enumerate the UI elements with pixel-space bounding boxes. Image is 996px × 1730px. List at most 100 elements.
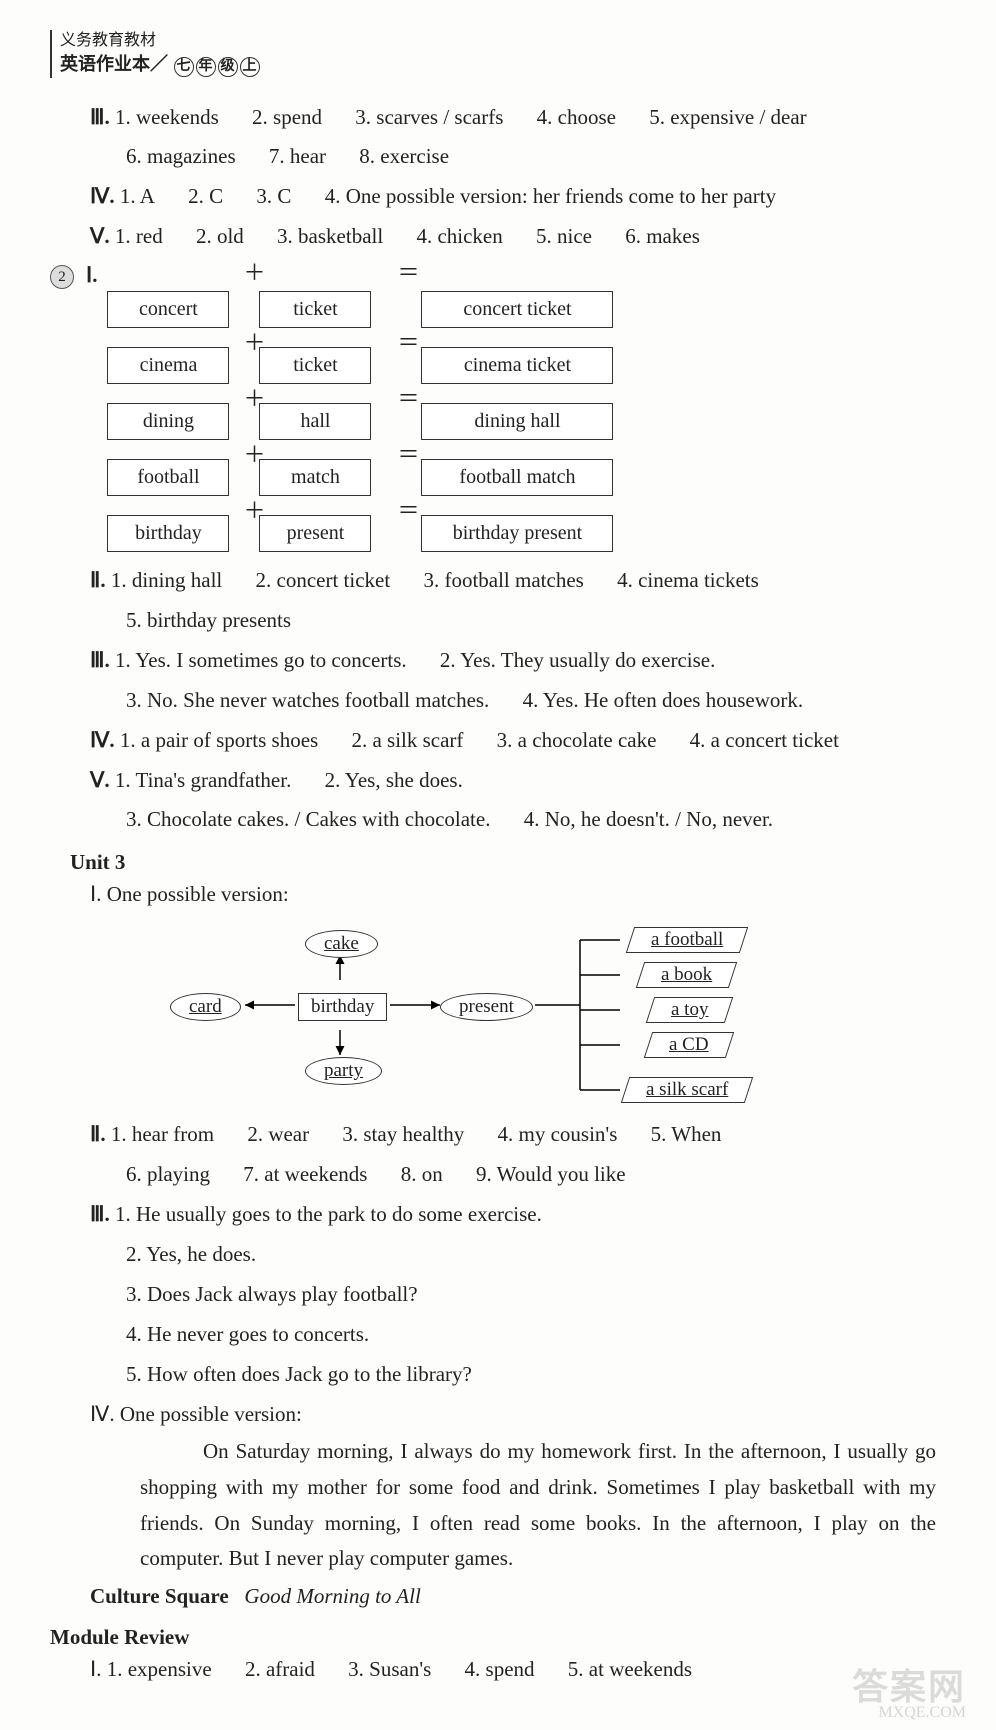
section-label: Ⅲ. — [90, 1202, 110, 1226]
leaf-label: a silk scarf — [646, 1079, 728, 1101]
section-iii: Ⅲ. 1. weekends 2. spend 3. scarves / sca… — [90, 98, 946, 138]
answer-item: 2. Yes. They usually do exercise. — [440, 641, 716, 681]
grade-circle: 级 — [218, 57, 238, 77]
leaf-label: a toy — [671, 999, 708, 1021]
answer-item: 8. exercise — [359, 137, 449, 177]
u3-section-iv: Ⅳ. One possible version: — [90, 1395, 946, 1435]
answer-item: 4. a concert ticket — [690, 721, 839, 761]
answer-item: 2. Yes, he does. — [126, 1242, 256, 1266]
answer-item: 2. afraid — [245, 1650, 315, 1690]
answer-item: 3. scarves / scarfs — [355, 98, 503, 138]
answer-item: 7. hear — [269, 137, 326, 177]
word-cell: match — [259, 459, 371, 496]
answer-item: 8. on — [401, 1155, 443, 1195]
table-row: birthday present birthday present — [107, 505, 613, 561]
header-prefix: 英语作业本／ — [60, 54, 168, 74]
section-iv: Ⅳ. 1. A 2. C 3. C 4. One possible versio… — [90, 177, 946, 217]
answer-item: 5. When — [651, 1115, 722, 1155]
answer-item: 2. wear — [247, 1115, 309, 1155]
section-label: Ⅱ. — [90, 568, 106, 592]
u3-section-i: Ⅰ. One possible version: — [90, 875, 946, 915]
word-cell: present — [259, 515, 371, 552]
answer-item: 2. Yes, she does. — [325, 761, 463, 801]
section-label: Ⅰ. — [86, 263, 97, 288]
word-cell: birthday — [107, 515, 229, 552]
header-line1: 义务教育教材 — [60, 30, 946, 52]
diagram-center-node: birthday — [298, 993, 387, 1021]
grade-circle: 年 — [196, 57, 216, 77]
diagram-node: present — [440, 993, 533, 1021]
leaf-label: a book — [661, 964, 712, 986]
node-label: card — [189, 996, 222, 1017]
answer-item: 3. stay healthy — [342, 1115, 464, 1155]
leaf-label: a football — [651, 929, 723, 951]
answer-item: 1. He usually goes to the park to do som… — [115, 1195, 542, 1235]
answer-item: 3. Chocolate cakes. / Cakes with chocola… — [126, 800, 490, 840]
answer-item: 1. a pair of sports shoes — [120, 721, 318, 761]
answer-item: 4. One possible version: her friends com… — [325, 177, 776, 217]
answer-item: 1. expensive — [107, 1650, 212, 1690]
diagram-leaf: a CD — [644, 1032, 734, 1058]
u3-iii-line: 3. Does Jack always play football? — [126, 1275, 946, 1315]
table-row: football match football match ＋ ＝ — [107, 449, 613, 505]
word-cell: hall — [259, 403, 371, 440]
answer-item: 3. No. She never watches football matche… — [126, 681, 489, 721]
table-row: dining hall dining hall ＋ ＝ — [107, 393, 613, 449]
answer-item: 2. a silk scarf — [351, 721, 463, 761]
mind-map-diagram: cake card birthday present party a footb… — [140, 925, 840, 1115]
word-cell: dining hall — [421, 403, 613, 440]
part2-section-i: 2 Ⅰ. ＋ ＝ concert ticket concert ticket ＋… — [50, 257, 946, 561]
answer-item: 3. Susan's — [348, 1650, 431, 1690]
answer-item: 5. at weekends — [568, 1650, 692, 1690]
answer-item: 3. football matches — [423, 561, 583, 601]
answer-item: 1. hear from — [111, 1115, 214, 1155]
answer-item: 1. dining hall — [111, 561, 222, 601]
answer-item: 4. choose — [537, 98, 616, 138]
answer-item: 3. a chocolate cake — [497, 721, 657, 761]
part2-section-iv: Ⅳ. 1. a pair of sports shoes 2. a silk s… — [90, 721, 946, 761]
answer-item: 6. playing — [126, 1155, 210, 1195]
table-row: concert ticket concert ticket ＋ ＝ — [107, 281, 613, 337]
u3-iii-line: 5. How often does Jack go to the library… — [126, 1355, 946, 1395]
answer-item: 2. old — [196, 217, 244, 257]
unit-title: Unit 3 — [70, 850, 946, 875]
section-label: Ⅳ. One possible version: — [90, 1402, 302, 1426]
answer-item: 2. spend — [252, 98, 322, 138]
answer-item: 3. C — [256, 177, 291, 217]
answer-item: 5. birthday presents — [126, 601, 291, 641]
answer-item: 1. Yes. I sometimes go to concerts. — [115, 641, 407, 681]
grade-circle: 上 — [240, 57, 260, 77]
word-cell: football — [107, 459, 229, 496]
answer-item: 4. my cousin's — [498, 1115, 618, 1155]
word-cell: football match — [421, 459, 613, 496]
page: 义务教育教材 英语作业本／ 七年级上 Ⅲ. 1. weekends 2. spe… — [0, 0, 996, 1730]
table-row: cinema ticket cinema ticket ＋ ＝ — [107, 337, 613, 393]
word-cell: dining — [107, 403, 229, 440]
part2-section-iii: Ⅲ. 1. Yes. I sometimes go to concerts. 2… — [90, 641, 946, 681]
diagram-node: card — [170, 993, 241, 1021]
diagram-leaf: a silk scarf — [621, 1077, 754, 1103]
section-iii-cont: 6. magazines 7. hear 8. exercise — [126, 137, 946, 177]
word-cell: concert — [107, 291, 229, 328]
answer-item: 2. concert ticket — [256, 561, 391, 601]
u3-section-ii-cont: 6. playing 7. at weekends 8. on 9. Would… — [126, 1155, 946, 1195]
answer-item: 3. basketball — [277, 217, 383, 257]
answer-item: 4. Yes. He often does housework. — [523, 681, 804, 721]
culture-square: Culture Square Good Morning to All — [90, 1577, 946, 1617]
section-v: Ⅴ. 1. red 2. old 3. basketball 4. chicke… — [90, 217, 946, 257]
word-cell: cinema ticket — [421, 347, 613, 384]
answer-item: 1. Tina's grandfather. — [115, 761, 291, 801]
leaf-label: a CD — [669, 1034, 709, 1056]
word-cell: cinema — [107, 347, 229, 384]
culture-value: Good Morning to All — [244, 1584, 420, 1608]
section-label: Ⅳ. — [90, 728, 115, 752]
word-cell: concert ticket — [421, 291, 613, 328]
u3-section-ii: Ⅱ. 1. hear from 2. wear 3. stay healthy … — [90, 1115, 946, 1155]
word-cell: birthday present — [421, 515, 613, 552]
part2-section-ii-cont: 5. birthday presents — [126, 601, 946, 641]
part2-section-ii: Ⅱ. 1. dining hall 2. concert ticket 3. f… — [90, 561, 946, 601]
diagram-node: cake — [305, 930, 378, 958]
answer-item: 4. spend — [465, 1650, 535, 1690]
answer-item: 1. A — [120, 177, 155, 217]
culture-label: Culture Square — [90, 1584, 229, 1608]
